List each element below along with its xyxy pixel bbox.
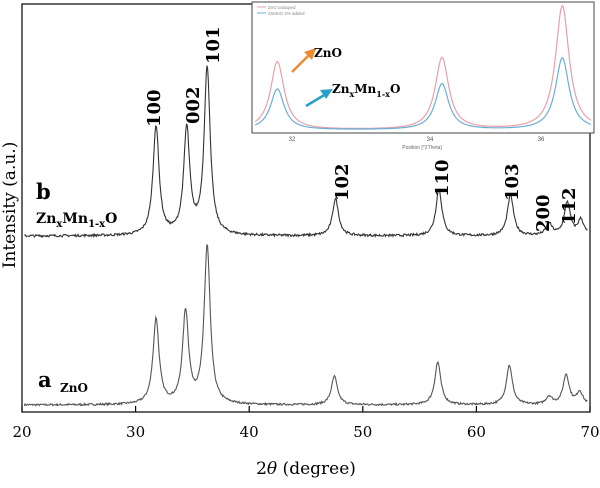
- inset-label-zno: ZnO: [314, 46, 342, 60]
- peak-label-112: 112: [559, 187, 580, 225]
- peak-label-002: 002: [183, 86, 204, 124]
- peak-label-100: 100: [144, 89, 165, 127]
- inset-x-ticks: 32 34 36: [289, 137, 545, 143]
- x-tick-label-20: 20: [12, 423, 31, 441]
- inset-arrow-znmno: [305, 92, 327, 108]
- x-axis: 20 30 40 50 60 70: [12, 406, 600, 441]
- peak-label-110: 110: [432, 159, 453, 197]
- inset-arrow-znmno-head: [320, 89, 333, 99]
- peak-label-101: 101: [203, 26, 224, 64]
- inset-trace-zno: [254, 4, 592, 129]
- xrd-traces: [23, 65, 588, 407]
- series-a-letter: a: [38, 367, 52, 392]
- inset-legend-2: ZnMnO 4% added: [268, 11, 305, 16]
- inset-panel: ZnO undoped ZnMnO 4% added 32 34 36 Posi…: [251, 1, 595, 151]
- trace-znmno: [23, 65, 588, 239]
- series-b-letter: b: [36, 179, 51, 204]
- series-b-name: ZnxMn1-xO: [36, 211, 117, 230]
- inset-traces: [254, 4, 592, 130]
- inset-tick-34: 34: [427, 137, 434, 143]
- inset-arrow-zno: [291, 53, 311, 73]
- inset-trace-znmno: [254, 57, 591, 130]
- inset-label-znmno: ZnxMn1-xO: [332, 82, 400, 99]
- y-axis-label: Intensity (a.u.): [0, 142, 20, 269]
- trace-zno: [23, 244, 588, 407]
- x-tick-label-40: 40: [240, 423, 259, 441]
- inset-arrow-zno-head: [304, 48, 316, 60]
- peak-label-102: 102: [332, 163, 353, 201]
- peak-label-103: 103: [502, 163, 523, 201]
- peak-labels: 100 002 101 102 110 103 200 112: [144, 26, 580, 232]
- series-a-name: ZnO: [60, 381, 88, 395]
- x-tick-label-50: 50: [353, 423, 372, 441]
- inset-legend-1: ZnO undoped: [268, 5, 296, 10]
- peak-label-200: 200: [533, 194, 554, 232]
- inset-legend: ZnO undoped ZnMnO 4% added: [257, 5, 305, 16]
- inset-tick-32: 32: [289, 137, 296, 143]
- x-axis-label: 2θ (degree): [256, 459, 356, 479]
- x-tick-label-70: 70: [580, 423, 599, 441]
- x-tick-label-30: 30: [126, 423, 145, 441]
- inset-tick-36: 36: [538, 137, 545, 143]
- inset-x-label: Position [°2Theta]: [402, 145, 442, 151]
- x-tick-label-60: 60: [467, 423, 486, 441]
- inset-frame: [251, 1, 595, 134]
